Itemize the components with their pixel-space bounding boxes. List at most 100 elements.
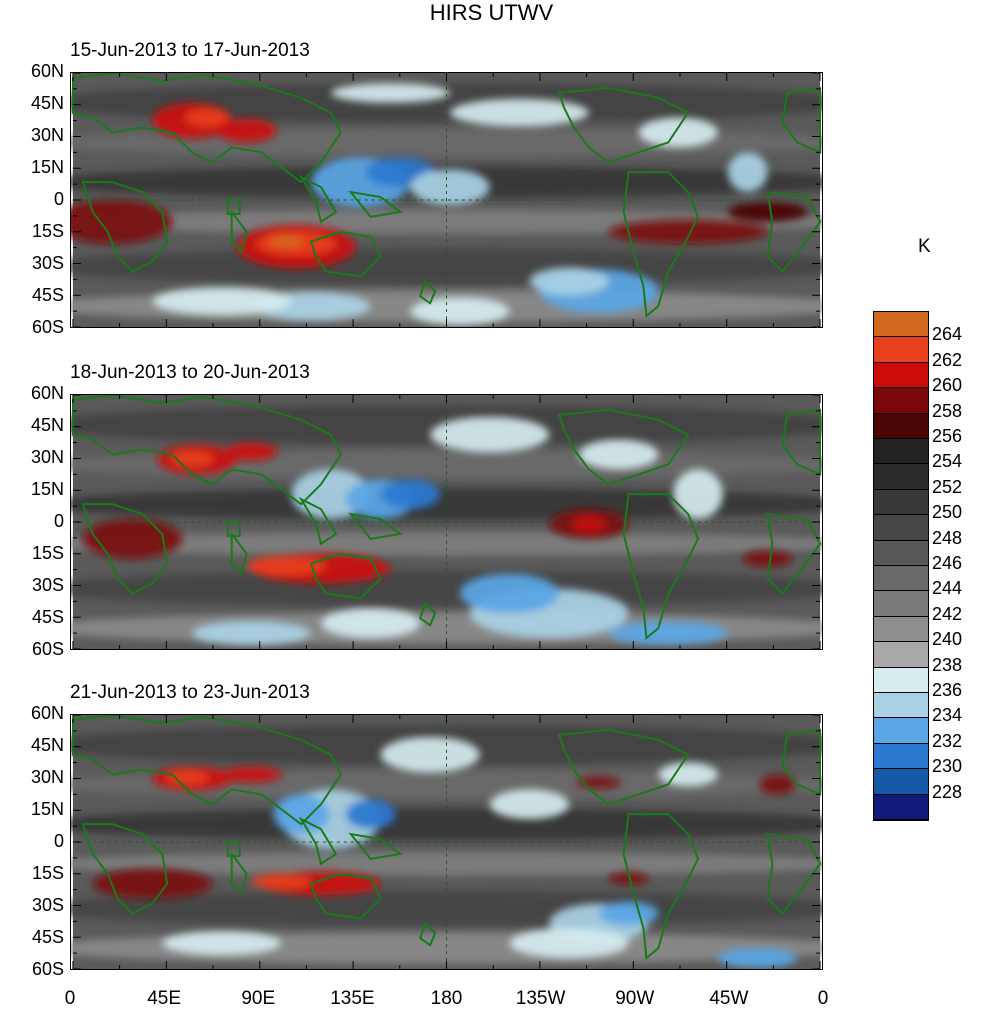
colorbar-swatch	[874, 591, 928, 617]
lat-label: 45N	[30, 415, 64, 435]
lat-label: 30N	[30, 125, 64, 145]
map-canvas	[71, 715, 822, 969]
lat-label: 60S	[31, 317, 64, 337]
colorbar-swatch	[874, 743, 928, 770]
coastline	[309, 230, 382, 278]
lat-label: 45N	[30, 93, 64, 113]
coastline	[230, 208, 248, 254]
coastline	[419, 921, 437, 947]
colorbar-swatch	[874, 312, 928, 338]
colorbar-swatch	[874, 362, 928, 389]
colorbar-swatch	[874, 540, 928, 566]
colorbar-swatch	[874, 439, 928, 465]
colorbar-swatch	[874, 718, 928, 744]
chart-title: HIRS UTWV	[429, 0, 554, 25]
colorbar-label: 238	[932, 654, 963, 675]
lon-label: 180	[430, 988, 463, 1009]
lon-label: 45E	[147, 988, 182, 1009]
colorbar-swatch	[874, 515, 928, 541]
coastline	[557, 728, 690, 806]
lon-label: 135W	[515, 988, 566, 1009]
colorbar-label: 230	[932, 756, 963, 777]
lon-label: 90E	[241, 988, 276, 1009]
panel-1-title: 15-Jun-2013 to 17-Jun-2013	[70, 40, 310, 61]
lat-label: 15N	[30, 479, 64, 499]
lat-label: 45S	[31, 607, 64, 627]
colorbar-label: 246	[932, 553, 963, 573]
lat-label: 45N	[30, 735, 64, 755]
map-panel-1	[70, 72, 823, 328]
coastline	[557, 86, 690, 164]
lat-label: 15N	[30, 157, 64, 177]
coastline	[298, 816, 338, 866]
coastline	[348, 512, 403, 540]
colorbar-label: 232	[932, 730, 963, 751]
coastline	[781, 86, 822, 154]
colorbar-swatch	[874, 337, 928, 363]
lon-label: 45W	[709, 988, 749, 1009]
lat-label: 15S	[31, 221, 64, 241]
coastline	[557, 408, 690, 486]
colorbar-swatch	[874, 413, 928, 439]
colorbar-swatch	[874, 642, 928, 668]
colorbar-swatch	[874, 489, 928, 516]
colorbar-unit: K	[918, 236, 931, 257]
coastline	[71, 395, 342, 506]
coastline	[309, 552, 382, 600]
lat-label: 60S	[31, 639, 64, 659]
colorbar-label: 236	[932, 680, 963, 700]
lon-label: 90W	[615, 988, 655, 1009]
colorbar-swatch	[874, 667, 928, 693]
coastline	[622, 171, 700, 319]
colorbar-label: 234	[932, 705, 963, 726]
coastline	[81, 503, 169, 595]
colorbar-label: 254	[932, 451, 963, 472]
lat-label: 30N	[30, 767, 64, 787]
colorbar-label: 250	[932, 502, 963, 523]
map-canvas	[71, 73, 822, 327]
colorbar	[873, 311, 929, 821]
colorbar-swatch	[874, 616, 928, 643]
coastline	[622, 813, 700, 961]
lat-label: 0	[53, 189, 64, 209]
lat-label: 0	[53, 511, 64, 531]
coastline	[230, 850, 248, 896]
coastline	[766, 190, 822, 273]
coastline	[230, 530, 248, 576]
coastline	[81, 823, 169, 915]
lat-label: 30S	[31, 253, 64, 273]
colorbar-label: 258	[932, 400, 963, 421]
lat-label: 45S	[31, 285, 64, 305]
colorbar-swatch	[874, 693, 928, 719]
map-canvas	[71, 395, 822, 649]
lat-label: 60N	[30, 383, 64, 403]
lon-label: 0	[817, 988, 829, 1009]
lat-label: 15S	[31, 863, 64, 883]
lat-label: 15S	[31, 543, 64, 563]
lat-label: 30N	[30, 447, 64, 467]
panel-3-title: 21-Jun-2013 to 23-Jun-2013	[70, 682, 310, 703]
lat-label: 60N	[30, 61, 64, 81]
coastline	[298, 174, 338, 224]
colorbar-swatch	[874, 566, 928, 592]
lat-label: 0	[53, 831, 64, 851]
lon-label: 135E	[330, 988, 375, 1009]
coastline	[309, 872, 382, 920]
coastline	[348, 190, 403, 218]
lat-label: 60N	[30, 703, 64, 723]
coastline	[419, 601, 437, 627]
panel-2-title: 18-Jun-2013 to 20-Jun-2013	[70, 362, 310, 383]
coastline	[71, 73, 342, 184]
coastline	[766, 512, 822, 595]
colorbar-label: 248	[932, 527, 963, 548]
coastline	[622, 493, 700, 641]
colorbar-swatch	[874, 794, 928, 820]
colorbar-label: 242	[932, 603, 963, 624]
colorbar-label: 262	[932, 349, 963, 370]
colorbar-label: 264	[932, 324, 963, 345]
coastline	[81, 181, 169, 273]
map-panel-2	[70, 394, 823, 650]
lat-label: 45S	[31, 927, 64, 947]
coastline	[71, 715, 342, 826]
lat-label: 30S	[31, 575, 64, 595]
